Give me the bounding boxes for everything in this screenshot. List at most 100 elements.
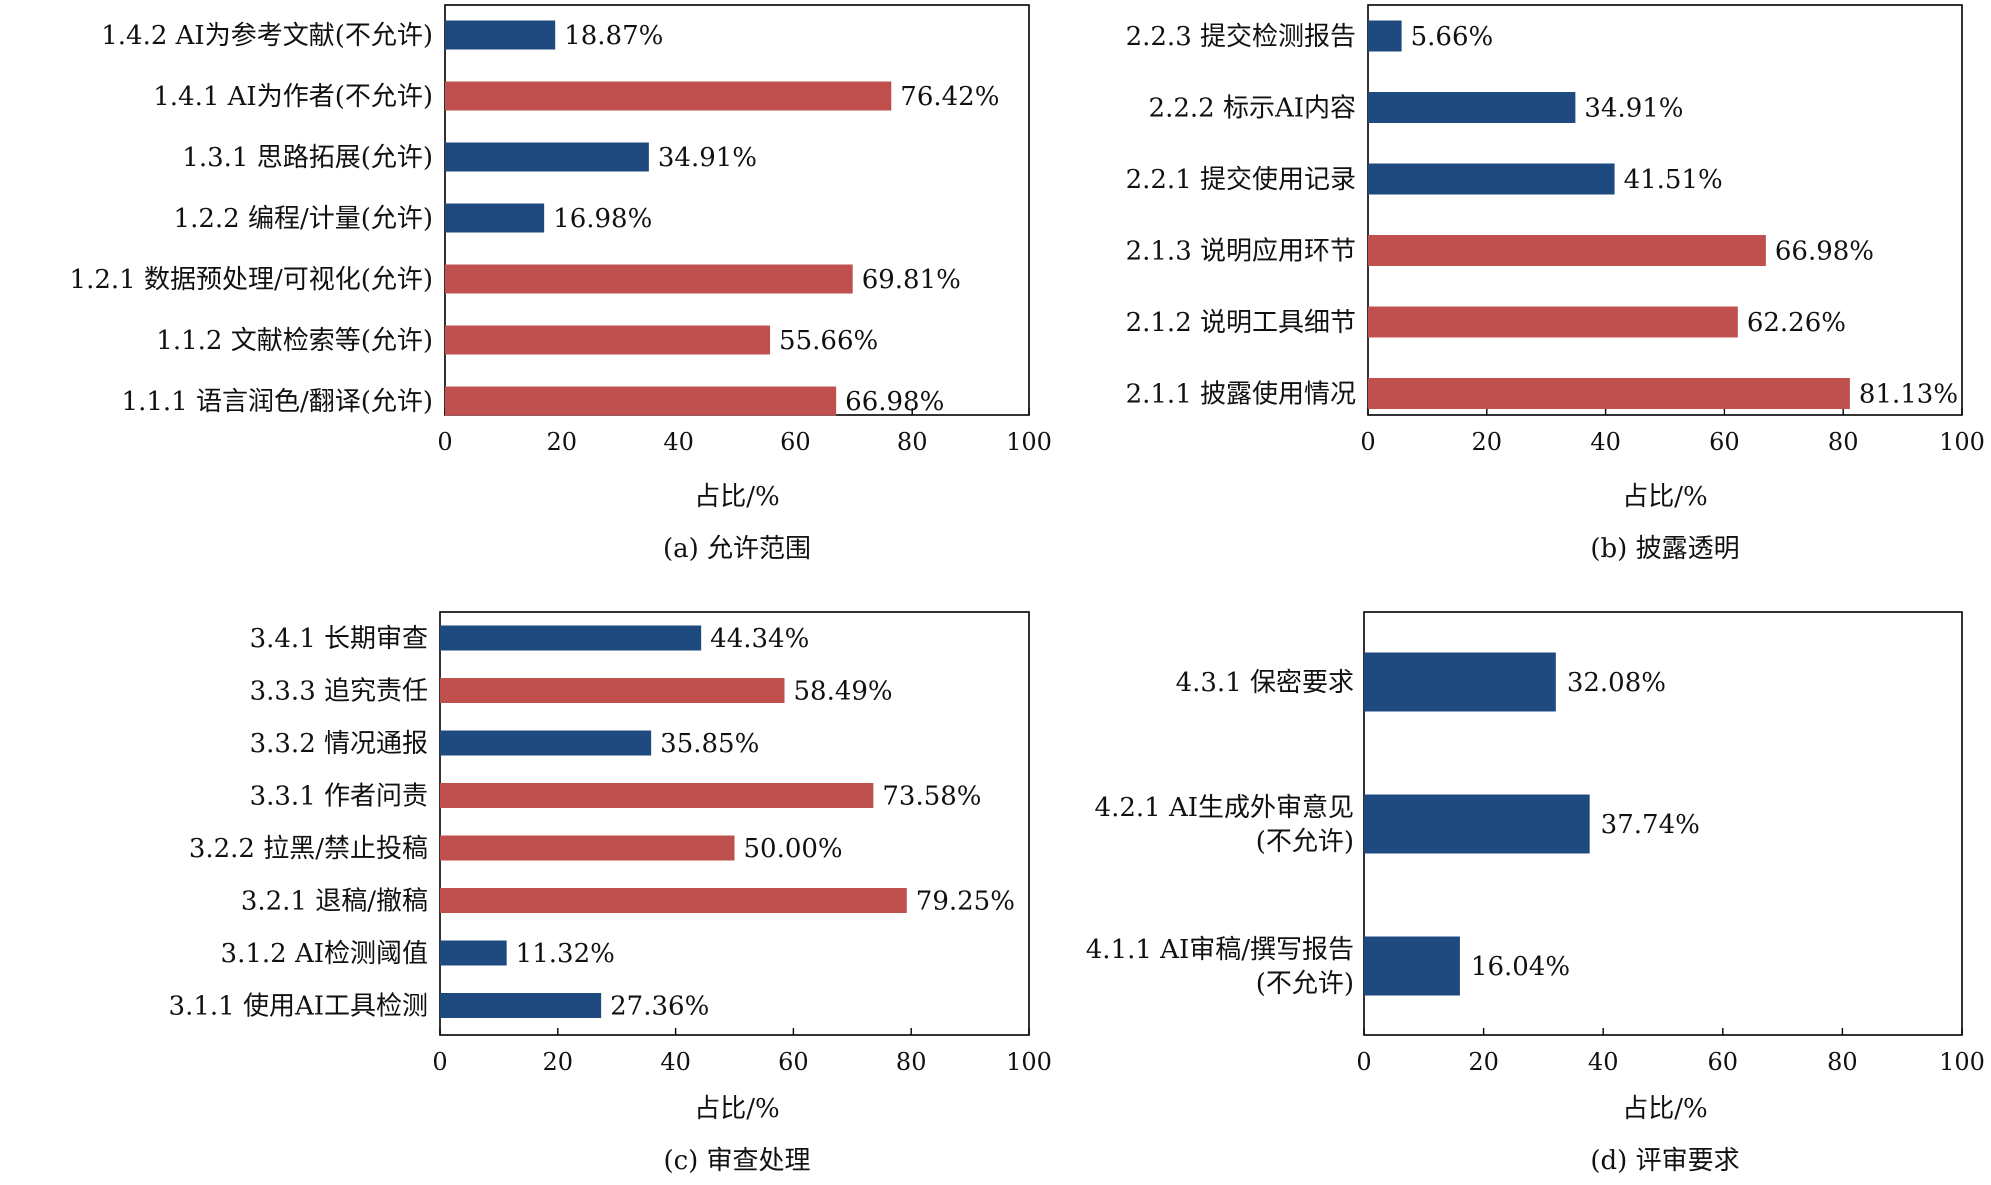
data-label: 55.66% [779, 326, 878, 356]
category-label: 3.3.1 作者问责 [250, 782, 428, 812]
bar [440, 835, 735, 861]
x-tick-label: 100 [1006, 428, 1052, 456]
data-label: 73.58% [882, 782, 981, 812]
bar [445, 264, 853, 294]
x-tick-label: 40 [663, 428, 694, 456]
data-label: 16.98% [553, 204, 652, 234]
category-label: 2.1.3 说明应用环节 [1126, 237, 1356, 267]
x-tick-label: 100 [1006, 1048, 1052, 1076]
category-label: 2.1.2 说明工具细节 [1126, 308, 1356, 338]
bar [440, 940, 507, 966]
bar [1364, 936, 1460, 996]
category-label: 1.4.2 AI为参考文献(不允许) [101, 21, 433, 51]
x-tick-label: 0 [437, 428, 452, 456]
data-label: 27.36% [610, 992, 709, 1022]
data-label: 76.42% [900, 82, 999, 112]
x-tick-label: 40 [1588, 1048, 1619, 1076]
category-label: 3.4.1 长期审查 [250, 624, 428, 654]
category-label: 2.1.1 披露使用情况 [1126, 380, 1356, 410]
bar [445, 203, 545, 233]
category-label: 1.4.1 AI为作者(不允许) [153, 82, 433, 112]
category-label: 1.2.1 数据预处理/可视化(允许) [70, 265, 433, 295]
x-tick-label: 60 [780, 428, 811, 456]
x-tick-label: 20 [1468, 1048, 1499, 1076]
x-tick-label: 80 [1828, 428, 1859, 456]
bar [1368, 20, 1402, 52]
x-tick-label: 0 [1356, 1048, 1371, 1076]
data-label: 11.32% [516, 939, 615, 969]
category-label: 2.2.1 提交使用记录 [1126, 165, 1356, 195]
x-tick-label: 40 [1590, 428, 1621, 456]
panel-b: (b) 披露透明 占比/% 0 20 40 60 80 100 2.2.3 提交检测报告 5.… [1126, 4, 1985, 564]
x-tick-label: 80 [896, 1048, 927, 1076]
bar [440, 625, 702, 651]
category-label: 4.3.1 保密要求 [1176, 668, 1354, 698]
x-tick-label: 60 [778, 1048, 809, 1076]
category-label: 2.2.2 标示AI内容 [1149, 94, 1356, 124]
bar [445, 325, 771, 355]
data-label: 69.81% [862, 265, 961, 295]
x-tick-label: 20 [1472, 428, 1503, 456]
data-label: 18.87% [564, 21, 663, 51]
panel-b-caption: (b) 披露透明 [1590, 534, 1739, 564]
data-label: 34.91% [658, 143, 757, 173]
x-tick-label: 100 [1939, 1048, 1985, 1076]
bar [440, 888, 907, 913]
x-tick-label: 60 [1709, 428, 1740, 456]
panel-a-x-axis-label: 占比/% [694, 482, 779, 512]
category-label: 3.1.2 AI检测阈值 [221, 939, 428, 969]
category-label: 3.1.1 使用AI工具检测 [169, 992, 428, 1022]
category-label: 1.1.1 语言润色/翻译(允许) [122, 387, 433, 417]
data-label: 66.98% [1775, 237, 1874, 267]
category-label: 3.2.2 拉黑/禁止投稿 [189, 834, 428, 864]
category-label: 3.2.1 退稿/撤稿 [241, 887, 428, 917]
bar [440, 783, 874, 808]
x-tick-label: 20 [543, 1048, 574, 1076]
data-label: 5.66% [1411, 22, 1494, 52]
data-label: 32.08% [1567, 668, 1666, 698]
panel-b-x-axis-label: 占比/% [1622, 482, 1707, 512]
data-label: 35.85% [660, 729, 759, 759]
x-tick-label: 100 [1939, 428, 1985, 456]
bar [1368, 235, 1766, 266]
panel-d: (d) 评审要求 占比/% 0 20 40 60 80 100 4.3.1 保密要求 32.0… [1086, 611, 1985, 1176]
x-tick-label: 40 [660, 1048, 691, 1076]
data-label: 81.13% [1859, 380, 1958, 410]
category-label: 1.2.2 编程/计量(允许) [174, 204, 433, 234]
x-tick-label: 80 [897, 428, 928, 456]
bar [1368, 163, 1615, 195]
data-label: 58.49% [794, 677, 893, 707]
bar [1368, 306, 1738, 338]
data-label: 50.00% [744, 834, 843, 864]
data-label: 37.74% [1601, 810, 1700, 840]
category-label: 1.3.1 思路拓展(允许) [182, 143, 433, 173]
data-label: 16.04% [1471, 952, 1570, 982]
panel-c-x-axis-label: 占比/% [694, 1094, 779, 1124]
bar [445, 20, 556, 50]
bar [445, 386, 837, 416]
x-tick-label: 0 [432, 1048, 447, 1076]
category-label: 1.1.2 文献检索等(允许) [156, 326, 433, 356]
panel-c-frame [439, 611, 1030, 1036]
panel-c: (c) 审查处理 占比/% 0 20 40 60 80 100 3.4.1 长期审查 44.3… [169, 611, 1052, 1176]
bar [440, 730, 652, 756]
category-label: 2.2.3 提交检测报告 [1126, 22, 1356, 52]
category-label: (不允许) [1256, 827, 1354, 857]
bar [1364, 652, 1556, 712]
data-label: 41.51% [1624, 165, 1723, 195]
panel-c-caption: (c) 审查处理 [663, 1146, 810, 1176]
x-tick-label: 0 [1360, 428, 1375, 456]
x-tick-label: 20 [547, 428, 578, 456]
bar [1368, 378, 1850, 409]
category-label: 3.3.3 追究责任 [250, 677, 428, 707]
panel-a: (a) 允许范围 占比/% 0 20 40 60 80 100 1.4.2 AI为参考文献(… [70, 4, 1052, 564]
data-label: 62.26% [1747, 308, 1846, 338]
bar [1364, 794, 1590, 854]
bar [440, 678, 785, 703]
data-label: 44.34% [710, 624, 809, 654]
panel-d-caption: (d) 评审要求 [1590, 1146, 1739, 1176]
bar [440, 993, 602, 1018]
data-label: 34.91% [1584, 94, 1683, 124]
